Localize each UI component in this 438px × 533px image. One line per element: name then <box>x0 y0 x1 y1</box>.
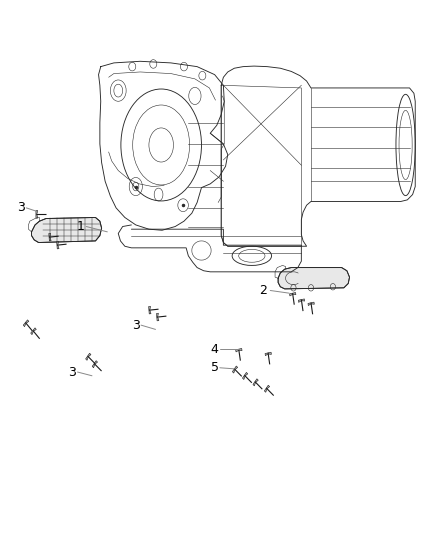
Polygon shape <box>253 379 258 386</box>
Polygon shape <box>31 328 36 335</box>
Text: 5: 5 <box>211 361 219 374</box>
Polygon shape <box>148 306 151 314</box>
Text: 3: 3 <box>17 201 25 214</box>
Polygon shape <box>298 299 305 302</box>
Polygon shape <box>265 385 270 392</box>
Polygon shape <box>236 349 242 352</box>
Text: 3: 3 <box>132 319 140 332</box>
Text: 3: 3 <box>68 366 76 378</box>
Polygon shape <box>49 233 51 241</box>
Polygon shape <box>156 313 159 321</box>
Polygon shape <box>265 352 272 356</box>
Polygon shape <box>243 373 248 379</box>
Polygon shape <box>86 353 91 360</box>
Text: 2: 2 <box>259 284 267 297</box>
Polygon shape <box>233 366 238 373</box>
Polygon shape <box>57 241 59 249</box>
Polygon shape <box>32 217 102 243</box>
Polygon shape <box>308 302 314 305</box>
Polygon shape <box>278 268 350 289</box>
Polygon shape <box>290 293 296 296</box>
Polygon shape <box>36 211 38 218</box>
Text: 1: 1 <box>77 220 85 233</box>
Polygon shape <box>23 320 29 327</box>
Polygon shape <box>92 361 98 368</box>
Text: 4: 4 <box>211 343 219 356</box>
